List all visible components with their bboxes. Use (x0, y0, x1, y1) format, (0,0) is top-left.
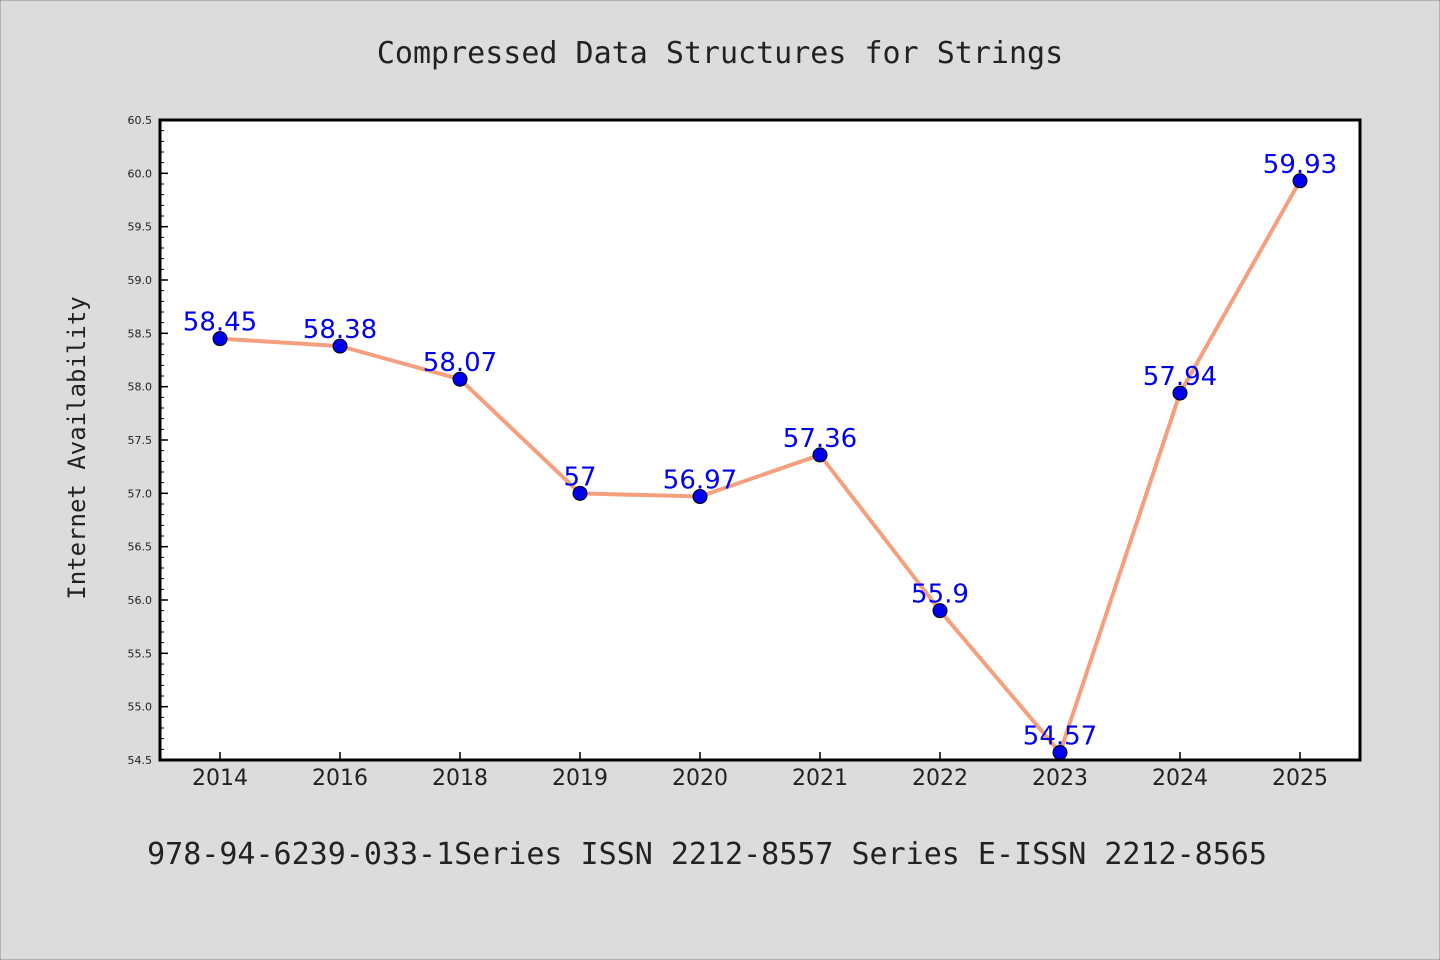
x-tick-label: 2019 (552, 766, 608, 791)
y-tick-label: 58.5 (128, 327, 153, 340)
data-label: 56.97 (663, 466, 737, 496)
data-marker-layer (212, 173, 1308, 761)
data-point (812, 447, 828, 463)
x-tick-label: 2023 (1032, 766, 1088, 791)
series-line-layer (219, 179, 1302, 755)
x-tick-label: 2018 (432, 766, 488, 791)
data-point (572, 485, 588, 501)
data-point (1292, 173, 1308, 189)
y-tick-label: 60.5 (128, 114, 153, 127)
x-tick-label: 2024 (1152, 766, 1208, 791)
x-tick-label: 2020 (672, 766, 728, 791)
y-tick-label: 56.5 (128, 541, 153, 554)
y-tick-label: 58.0 (128, 381, 153, 394)
footer-text: 978-94-6239-033-1Series ISSN 2212-8557 S… (147, 837, 1267, 872)
y-tick-label: 60.0 (128, 167, 153, 180)
data-point (452, 371, 468, 387)
data-label: 58.07 (423, 348, 497, 378)
y-tick-label: 55.0 (128, 701, 153, 714)
data-point (692, 489, 708, 505)
y-axis-label: Internet Availability (63, 296, 91, 599)
x-tick-label: 2014 (192, 766, 248, 791)
y-tick-label: 55.5 (128, 647, 153, 660)
y-axis: 54.5 55.0 55.5 56.0 56.5 57.0 57.5 58.0 58.5 59.0… (128, 114, 168, 767)
y-tick-label: 57.5 (128, 434, 153, 447)
y-tick-label: 56.0 (128, 594, 153, 607)
data-point (212, 331, 228, 347)
data-label: 59.93 (1263, 150, 1337, 180)
y-tick-label: 59.5 (128, 221, 153, 234)
data-point (332, 338, 348, 354)
plot-frame (158, 118, 1362, 762)
y-tick-label: 57.0 (128, 487, 153, 500)
data-point (932, 603, 948, 619)
series-line (219, 179, 1302, 755)
data-label: 57.36 (783, 424, 857, 454)
y-tick-label: 59.0 (128, 274, 153, 287)
data-label: 55.9 (911, 580, 969, 610)
x-tick-label: 2022 (912, 766, 968, 791)
x-tick-label: 2025 (1272, 766, 1328, 791)
x-axis: 2014 2016 2018 2019 2020 2021 2022 2023 2024 2025 (192, 752, 1328, 791)
data-label: 57 (563, 462, 596, 492)
x-tick-label: 2021 (792, 766, 848, 791)
data-label: 58.38 (303, 315, 377, 345)
x-tick-label: 2016 (312, 766, 368, 791)
data-label: 58.45 (183, 308, 257, 338)
data-label: 54.57 (1023, 722, 1097, 752)
chart-title: Compressed Data Structures for Strings (377, 36, 1063, 71)
y-tick-label: 54.5 (128, 754, 153, 767)
data-label: 57.94 (1143, 362, 1217, 392)
data-label-layer: 58.45 58.38 58.07 57 56.97 57.36 55.9 54.57 57.9… (183, 150, 1337, 752)
data-point (1172, 385, 1188, 401)
plot-area (160, 120, 1360, 760)
